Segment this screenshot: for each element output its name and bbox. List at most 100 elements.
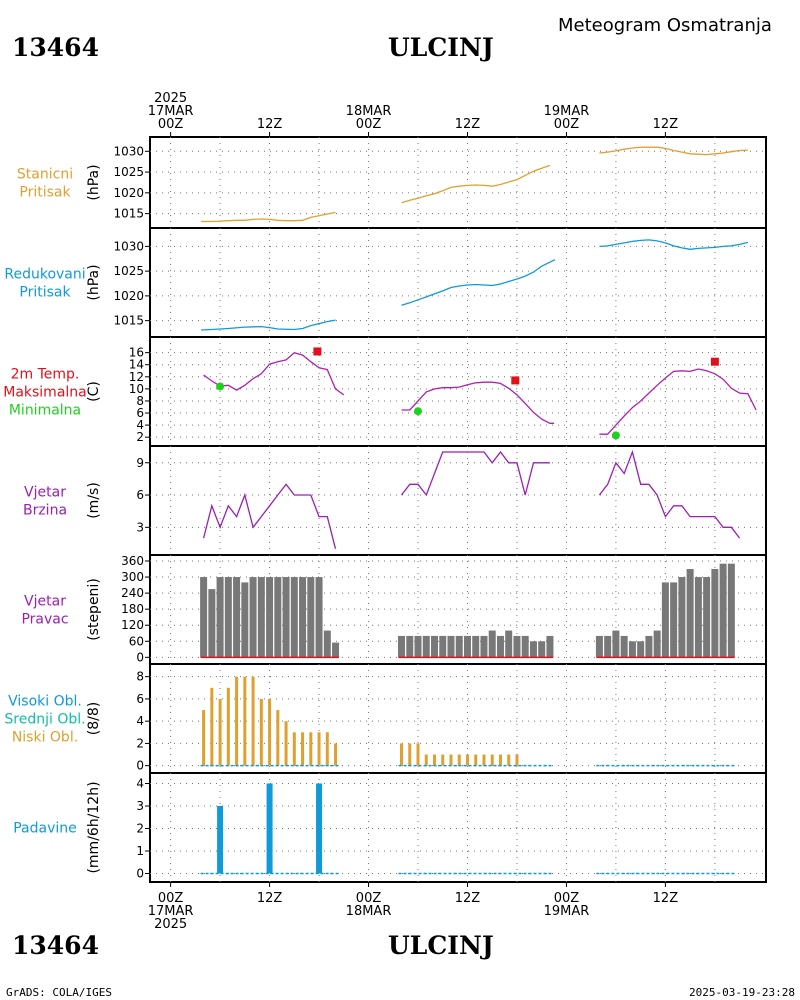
y-tick-label: 1: [136, 844, 144, 858]
bar: [398, 635, 406, 658]
y-tick-label: 8: [136, 394, 144, 408]
bar: [463, 635, 471, 658]
bar: [292, 732, 296, 766]
panel-wind_speed: 3 6 9 (m/s) Vjetar Brzina: [23, 445, 767, 556]
y-tick-label: 4: [136, 777, 144, 791]
panel-frame: [149, 772, 767, 883]
time-tick-label: 18MAR: [346, 904, 392, 919]
panels: 1015102010251030(hPa)StanicniPritisak101…: [3, 136, 767, 883]
bar: [653, 630, 661, 658]
panel-reduced_pressure: 1015 1020 1025 1030 (hPa)Redukovani Pritisak: [4, 227, 767, 338]
bar: [515, 754, 519, 766]
bar: [457, 754, 461, 766]
bar: [282, 577, 290, 658]
bar: [719, 563, 727, 658]
bar: [686, 569, 694, 658]
y-tick-label: 180: [121, 602, 144, 616]
bar: [430, 635, 438, 658]
side-label: Redukovani: [4, 267, 85, 283]
footer-software: GrADS: COLA/IGES: [6, 986, 112, 999]
bar: [422, 635, 430, 658]
y-tick-label: 9: [136, 456, 144, 470]
bar: [325, 732, 329, 766]
bar: [334, 743, 338, 766]
time-tick-label: 00Z: [158, 891, 184, 906]
time-tick-label: 19MAR: [544, 104, 590, 119]
bar: [612, 630, 620, 658]
side-label: Visoki Obl.: [8, 694, 82, 710]
side-label: Padavine: [13, 821, 77, 837]
bar: [424, 754, 428, 766]
station-id-bottom: 13464: [12, 931, 99, 960]
bar: [498, 754, 502, 766]
bar: [620, 635, 628, 658]
y-tick-label: 2: [136, 430, 144, 444]
y-tick-label: 8: [136, 670, 144, 684]
panel-frame: [149, 336, 767, 447]
bar: [496, 635, 504, 658]
y-tick-label: 14: [129, 358, 144, 372]
bar: [216, 577, 224, 658]
y-tick-label: 1025: [113, 165, 144, 179]
y-tick-label: 3: [136, 799, 144, 813]
bar: [224, 577, 232, 658]
y-axis-label: (8/8): [86, 702, 102, 735]
bar: [529, 641, 537, 658]
bar: [266, 577, 274, 658]
y-tick-label: 1030: [113, 239, 144, 253]
bar: [208, 589, 216, 658]
y-tick-label: 60: [129, 634, 144, 648]
bar: [490, 754, 494, 766]
bar: [472, 635, 480, 658]
min-temp-marker: [216, 382, 225, 391]
bar: [218, 698, 222, 766]
bar: [703, 577, 711, 658]
bar: [316, 783, 323, 874]
panel-station_pressure: 1015 1020 1025 1030 (hPa) Stanicni Pritisak: [17, 136, 767, 229]
side-label: 2m Temp.: [11, 367, 80, 383]
bar: [455, 635, 463, 658]
panel-cloud_cover: 0 2 4 6 8 (8/8)Visoki Obl. Srednji Obl. Niski O…: [4, 663, 767, 774]
y-tick-label: 1015: [113, 314, 144, 328]
panel-wind_direction: 0 60 120 180 240 300 360 (stepeni) Vjetar Pravac: [21, 554, 767, 665]
time-tick-label: 00Z: [554, 117, 580, 132]
bar: [474, 754, 478, 766]
time-tick-label: 2025: [154, 917, 187, 932]
bar: [416, 743, 420, 766]
bar: [447, 635, 455, 658]
bar: [727, 563, 735, 658]
side-label: Pritisak: [19, 285, 71, 301]
bar: [538, 641, 546, 658]
bar: [202, 710, 206, 766]
bar: [439, 635, 447, 658]
bar: [233, 577, 241, 658]
series-line: [599, 368, 757, 435]
footer-timestamp: 2025-03-19-23:28: [689, 986, 795, 999]
y-tick-label: 2: [136, 822, 144, 836]
side-label: Srednji Obl.: [4, 712, 85, 728]
time-tick-label: 12Z: [455, 117, 481, 132]
y-tick-label: 6: [136, 406, 144, 420]
bar: [299, 577, 307, 658]
meteogram-title: Meteogram Osmatranja: [558, 15, 772, 36]
min-temp-marker: [414, 407, 423, 416]
bar: [249, 577, 257, 658]
bar: [332, 642, 340, 658]
y-tick-label: 1020: [113, 289, 144, 303]
series-line: [598, 449, 741, 539]
time-tick-label: 12Z: [257, 117, 283, 132]
y-tick-label: 0: [136, 867, 144, 881]
y-tick-label: 16: [129, 346, 144, 360]
bar: [480, 635, 488, 658]
bar: [645, 635, 653, 658]
panel-precipitation: 0 1 2 3 4 (mm/6h/12h) Padavine: [13, 772, 767, 883]
side-label: Vjetar: [24, 594, 66, 610]
bar: [259, 698, 263, 766]
bar: [317, 732, 321, 766]
bar: [290, 577, 298, 658]
y-tick-label: 360: [121, 554, 144, 568]
bar: [323, 630, 331, 658]
bar: [406, 635, 414, 658]
